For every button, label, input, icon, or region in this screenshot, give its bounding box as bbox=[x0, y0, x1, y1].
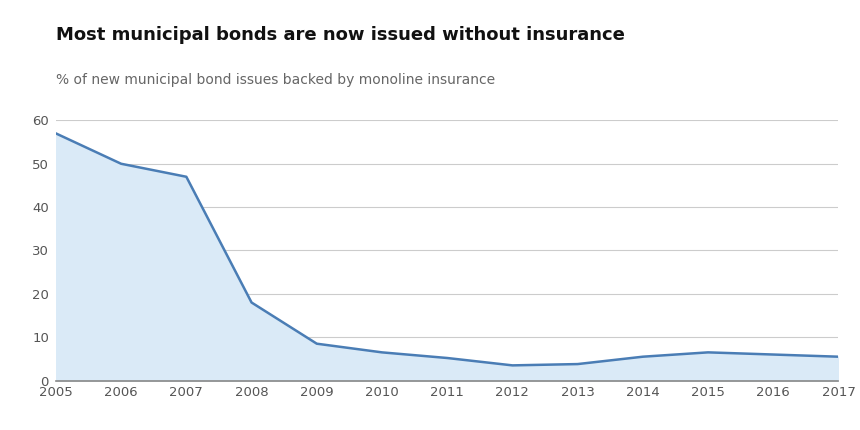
Text: Most municipal bonds are now issued without insurance: Most municipal bonds are now issued with… bbox=[56, 26, 624, 44]
Text: % of new municipal bond issues backed by monoline insurance: % of new municipal bond issues backed by… bbox=[56, 73, 495, 87]
